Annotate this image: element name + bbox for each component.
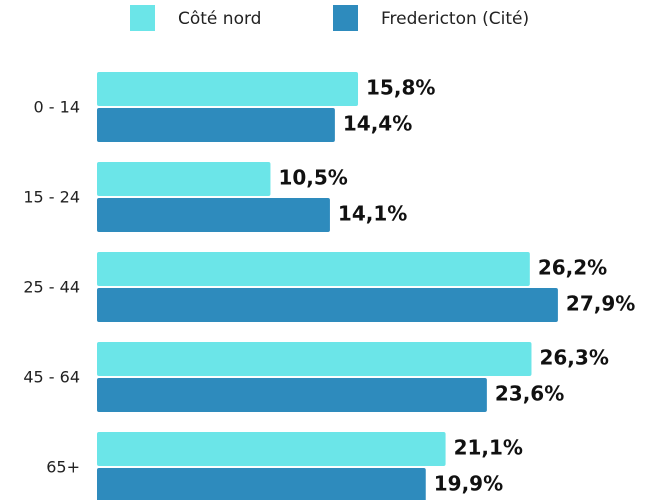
value-label: 10,5% <box>278 166 347 190</box>
value-label: 23,6% <box>495 382 564 406</box>
bar <box>97 108 335 142</box>
bar <box>97 72 359 106</box>
bar <box>97 468 426 500</box>
legend-label: Fredericton (Cité) <box>381 9 529 29</box>
category-label: 65+ <box>46 458 80 477</box>
legend-swatch <box>130 5 155 31</box>
bar <box>97 162 271 196</box>
value-label: 19,9% <box>434 472 503 496</box>
value-label: 14,4% <box>343 112 412 136</box>
category-label: 25 - 44 <box>23 278 80 297</box>
bar <box>97 198 330 232</box>
value-label: 14,1% <box>338 202 407 226</box>
value-label: 26,2% <box>538 256 607 280</box>
value-label: 15,8% <box>366 76 435 100</box>
legend-label: Côté nord <box>178 9 261 29</box>
category-label: 15 - 24 <box>23 188 80 207</box>
bar <box>97 288 558 322</box>
bar <box>97 432 446 466</box>
category-label: 0 - 14 <box>34 98 80 117</box>
bar <box>97 342 532 376</box>
bar <box>97 252 530 286</box>
legend-swatch <box>333 5 358 31</box>
value-label: 21,1% <box>454 436 523 460</box>
bar <box>97 378 487 412</box>
category-label: 45 - 64 <box>23 368 80 387</box>
value-label: 27,9% <box>566 292 635 316</box>
value-label: 26,3% <box>539 346 608 370</box>
